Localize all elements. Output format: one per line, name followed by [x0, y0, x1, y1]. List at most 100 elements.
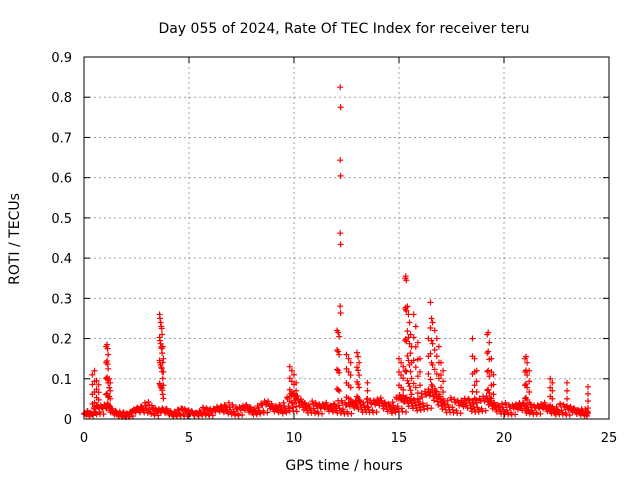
data-point [490, 400, 497, 407]
data-point [396, 368, 402, 375]
data-point [400, 386, 407, 393]
data-point [293, 379, 300, 386]
data-point [335, 402, 342, 409]
y-tick-label: 0.8 [51, 91, 72, 106]
chart-title: Day 055 of 2024, Rate Of TEC Index for r… [158, 21, 529, 37]
data-point [428, 315, 435, 322]
data-point [403, 338, 410, 345]
data-point [404, 352, 411, 359]
data-point [471, 382, 478, 389]
data-point [91, 399, 98, 406]
data-point [404, 303, 411, 310]
data-point [412, 323, 419, 330]
data-point [398, 359, 405, 366]
data-point [255, 404, 262, 411]
data-point [160, 368, 167, 375]
data-point [427, 376, 434, 383]
y-tick-label: 0.6 [51, 172, 72, 187]
data-point [485, 348, 492, 355]
data-point [355, 353, 362, 360]
data-point [449, 406, 456, 413]
data-point [257, 410, 264, 417]
data-point [160, 382, 167, 389]
data-point [291, 391, 297, 398]
data-point [412, 343, 419, 350]
data-point [106, 384, 113, 391]
data-point [400, 375, 407, 382]
x-tick-labels: 0 5 10 15 20 25 [80, 431, 617, 446]
data-point [398, 405, 405, 412]
data-point [428, 381, 435, 388]
data-point [343, 351, 350, 358]
data-point [337, 230, 344, 237]
data-point [106, 375, 113, 382]
y-tick-label: 0.1 [51, 373, 72, 388]
data-point [279, 410, 286, 417]
data-point [355, 367, 362, 374]
data-point [490, 371, 497, 378]
x-axis-label: GPS time / hours [285, 458, 402, 474]
x-tick-label: 10 [286, 431, 303, 446]
data-point [235, 410, 241, 417]
data-point [377, 395, 384, 402]
data-point [414, 339, 421, 346]
data-point [356, 396, 363, 403]
data-point [216, 408, 223, 415]
data-point [354, 364, 360, 371]
data-point [549, 387, 556, 394]
data-point [368, 400, 375, 407]
data-point [523, 353, 530, 360]
data-point [106, 402, 113, 409]
data-point [526, 388, 533, 395]
data-point [107, 403, 114, 410]
data-point [95, 389, 102, 396]
data-point [427, 325, 434, 332]
data-point [144, 409, 151, 416]
data-point [471, 395, 478, 402]
data-point [157, 319, 164, 326]
data-point [337, 241, 344, 248]
data-point [157, 315, 164, 322]
data-point [403, 277, 410, 284]
data-point [291, 371, 297, 378]
data-point [159, 350, 166, 357]
data-point [488, 395, 495, 402]
data-point [159, 375, 166, 382]
data-point [280, 399, 287, 406]
data-point [330, 408, 337, 415]
data-point [435, 375, 442, 382]
data-point [95, 381, 102, 388]
y-axis-label: ROTI / TECUs [7, 193, 23, 285]
data-point [524, 384, 531, 391]
data-point [473, 378, 480, 385]
data-point [417, 382, 423, 389]
data-point [547, 375, 554, 382]
data-point [540, 405, 547, 412]
data-point [200, 405, 207, 412]
data-point [425, 335, 432, 342]
data-point [449, 404, 456, 411]
data-point [407, 350, 414, 357]
data-point [159, 331, 166, 338]
data-point [429, 361, 436, 368]
data-point [416, 401, 423, 408]
data-point [400, 392, 407, 399]
data-point [466, 396, 472, 403]
data-point [483, 393, 490, 400]
data-point [486, 339, 493, 346]
data-point [100, 411, 107, 418]
x-tick-label: 20 [496, 431, 513, 446]
data-point [485, 329, 492, 336]
data-point [264, 409, 271, 416]
data-point [300, 406, 307, 413]
data-point [296, 402, 303, 409]
data-point [356, 372, 363, 379]
data-point [104, 345, 111, 352]
data-point [355, 381, 362, 388]
x-tick-label: 0 [80, 431, 88, 446]
data-point [515, 406, 521, 413]
data-point [524, 372, 531, 379]
y-tick-label: 0.9 [51, 51, 72, 66]
data-point [410, 380, 417, 387]
data-point [486, 373, 493, 380]
